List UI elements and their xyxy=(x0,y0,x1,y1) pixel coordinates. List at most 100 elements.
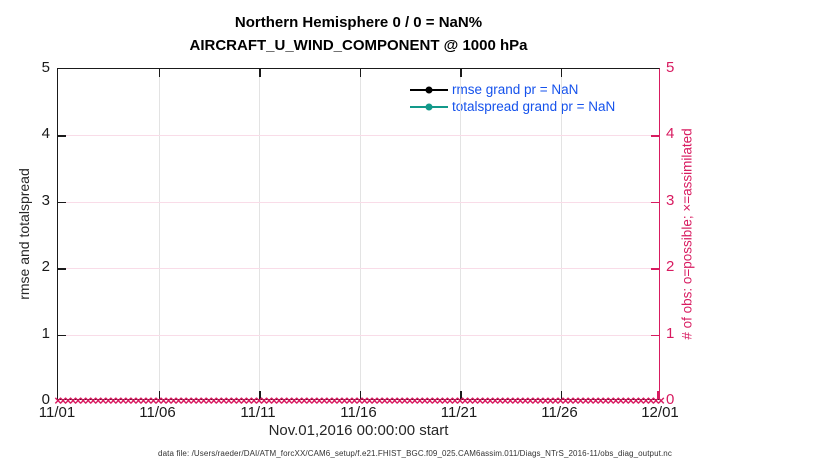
y-tick-right xyxy=(651,201,659,204)
obs-marker: × xyxy=(360,393,369,408)
y-tick-label-right: 1 xyxy=(666,324,675,342)
obs-marker: × xyxy=(59,393,67,408)
obs-marker: × xyxy=(335,393,344,408)
x-tick-label: 11/06 xyxy=(139,404,176,421)
y-tick-label-right: 3 xyxy=(666,191,675,209)
obs-marker: × xyxy=(380,393,389,408)
obs-marker: × xyxy=(405,393,414,408)
plot-title-line2: AIRCRAFT_U_WIND_COMPONENT @ 1000 hPa xyxy=(189,37,528,54)
obs-marker: × xyxy=(446,393,454,408)
circle-marker-icon xyxy=(425,86,433,93)
obs-marker: × xyxy=(149,393,158,408)
obs-marker: × xyxy=(436,393,444,408)
legend-item-totalspread: totalspread grand pr = NaN xyxy=(410,98,615,115)
obs-marker: × xyxy=(622,393,630,408)
obs-marker: × xyxy=(250,393,258,408)
obs-marker: × xyxy=(235,393,243,408)
obs-marker: × xyxy=(104,393,113,408)
obs-marker: × xyxy=(611,393,620,408)
obs-marker: × xyxy=(89,393,97,408)
obs-marker: × xyxy=(204,393,213,408)
legend-line-sample-rmse xyxy=(410,86,448,93)
y-tick-right xyxy=(651,135,659,137)
plot-title-line1: Northern Hemisphere 0 / 0 = NaN% xyxy=(234,14,483,31)
obs-marker: × xyxy=(350,393,359,408)
gridline-vertical xyxy=(158,69,160,399)
obs-marker: × xyxy=(617,393,625,408)
y-tick-label-right: 2 xyxy=(666,258,675,276)
obs-marker: × xyxy=(647,393,655,408)
obs-marker: × xyxy=(295,393,303,408)
obs-marker: × xyxy=(320,393,329,408)
gridline-vertical xyxy=(560,69,562,399)
obs-marker: × xyxy=(390,393,399,408)
obs-marker: × xyxy=(199,393,208,408)
obs-marker: × xyxy=(245,393,253,408)
obs-marker: × xyxy=(461,393,469,408)
obs-marker: × xyxy=(225,393,233,408)
gridline-horizontal xyxy=(58,201,659,203)
obs-marker: × xyxy=(169,393,178,408)
obs-marker: × xyxy=(606,393,615,408)
obs-marker: × xyxy=(94,393,102,408)
obs-marker: × xyxy=(315,393,324,408)
y-axis-label-right: # of obs: o=possible; ×=assimilated xyxy=(679,128,695,340)
obs-marker: × xyxy=(265,393,273,408)
y-tick-left xyxy=(58,135,66,137)
obs-marker: × xyxy=(270,393,278,408)
y-tick-label-right: 5 xyxy=(666,59,675,76)
obs-marker: × xyxy=(451,393,459,408)
obs-marker: × xyxy=(345,393,354,408)
obs-marker: × xyxy=(64,393,72,408)
y-axis-label-left: rmse and totalspread xyxy=(16,168,32,300)
legend-label-rmse: rmse grand pr = NaN xyxy=(452,82,579,97)
obs-marker: × xyxy=(124,393,133,408)
legend: rmse grand pr = NaN totalspread grand pr… xyxy=(410,81,615,115)
obs-marker: × xyxy=(456,393,464,408)
obs-marker: × xyxy=(556,393,565,408)
x-tick-label: 12/01 xyxy=(641,404,679,421)
obs-marker: × xyxy=(119,393,128,408)
obs-marker: × xyxy=(79,393,87,408)
y-tick-label-left: 4 xyxy=(41,125,50,143)
obs-marker: × xyxy=(657,393,665,408)
y-tick-right xyxy=(651,268,659,270)
obs-marker: × xyxy=(637,393,645,408)
obs-marker: × xyxy=(154,393,163,408)
obs-marker: × xyxy=(481,393,489,408)
obs-marker: × xyxy=(365,393,374,408)
gridline-horizontal xyxy=(58,135,659,137)
obs-marker: × xyxy=(340,393,349,408)
obs-marker: × xyxy=(561,393,570,408)
obs-marker: × xyxy=(305,393,314,408)
plot-area: rmse grand pr = NaN totalspread grand pr… xyxy=(54,68,665,408)
obs-marker: × xyxy=(129,393,138,408)
obs-marker: × xyxy=(144,393,153,408)
obs-marker: × xyxy=(300,393,309,408)
obs-marker: × xyxy=(471,393,479,408)
y-tick-right xyxy=(651,334,659,337)
y-tick-label-left: 0 xyxy=(41,391,50,408)
obs-marker: × xyxy=(431,393,439,408)
obs-marker: × xyxy=(586,393,595,408)
obs-marker: × xyxy=(551,393,560,408)
obs-marker: × xyxy=(400,393,409,408)
obs-marker: × xyxy=(601,393,610,408)
legend-item-rmse: rmse grand pr = NaN xyxy=(410,81,615,98)
y-tick-left xyxy=(58,268,66,270)
obs-marker: × xyxy=(290,393,298,408)
obs-marker: × xyxy=(74,393,82,408)
obs-marker: × xyxy=(370,393,379,408)
gridline-vertical xyxy=(460,69,461,399)
x-tick-label: 11/21 xyxy=(440,404,478,421)
obs-marker: × xyxy=(109,393,118,408)
obs-marker: × xyxy=(395,393,404,408)
obs-marker: × xyxy=(571,393,580,408)
obs-marker: × xyxy=(275,393,283,408)
legend-line-sample-totalspread xyxy=(410,103,448,110)
obs-marker: × xyxy=(476,393,484,408)
circle-marker-icon xyxy=(425,103,433,110)
obs-marker: × xyxy=(209,393,218,408)
obs-marker: × xyxy=(260,393,268,408)
x-axis-label: Nov.01,2016 00:00:00 start xyxy=(268,422,449,439)
